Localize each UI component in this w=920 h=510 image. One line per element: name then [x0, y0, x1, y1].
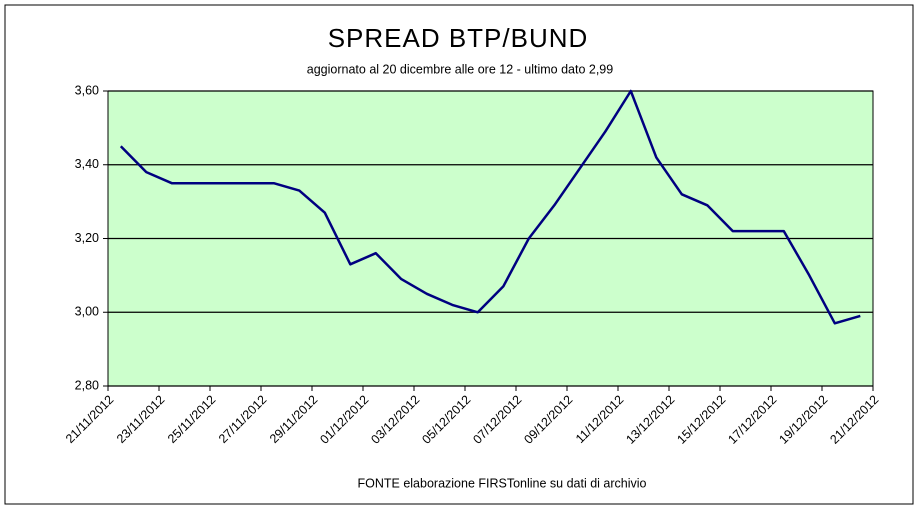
y-tick-label: 3,20 — [75, 231, 99, 245]
y-tick-label: 2,80 — [75, 378, 99, 392]
y-tick-label: 3,40 — [75, 157, 99, 171]
y-tick-label: 3,00 — [75, 305, 99, 319]
chart-source: FONTE elaborazione FIRSTonline su dati d… — [357, 476, 646, 490]
chart-subtitle: aggiornato al 20 dicembre alle ore 12 - … — [307, 62, 613, 76]
data-line — [119, 89, 861, 325]
y-tick-label: 3,60 — [75, 83, 99, 97]
chart-title: SPREAD BTP/BUND — [328, 23, 589, 53]
plot-border — [107, 90, 874, 387]
